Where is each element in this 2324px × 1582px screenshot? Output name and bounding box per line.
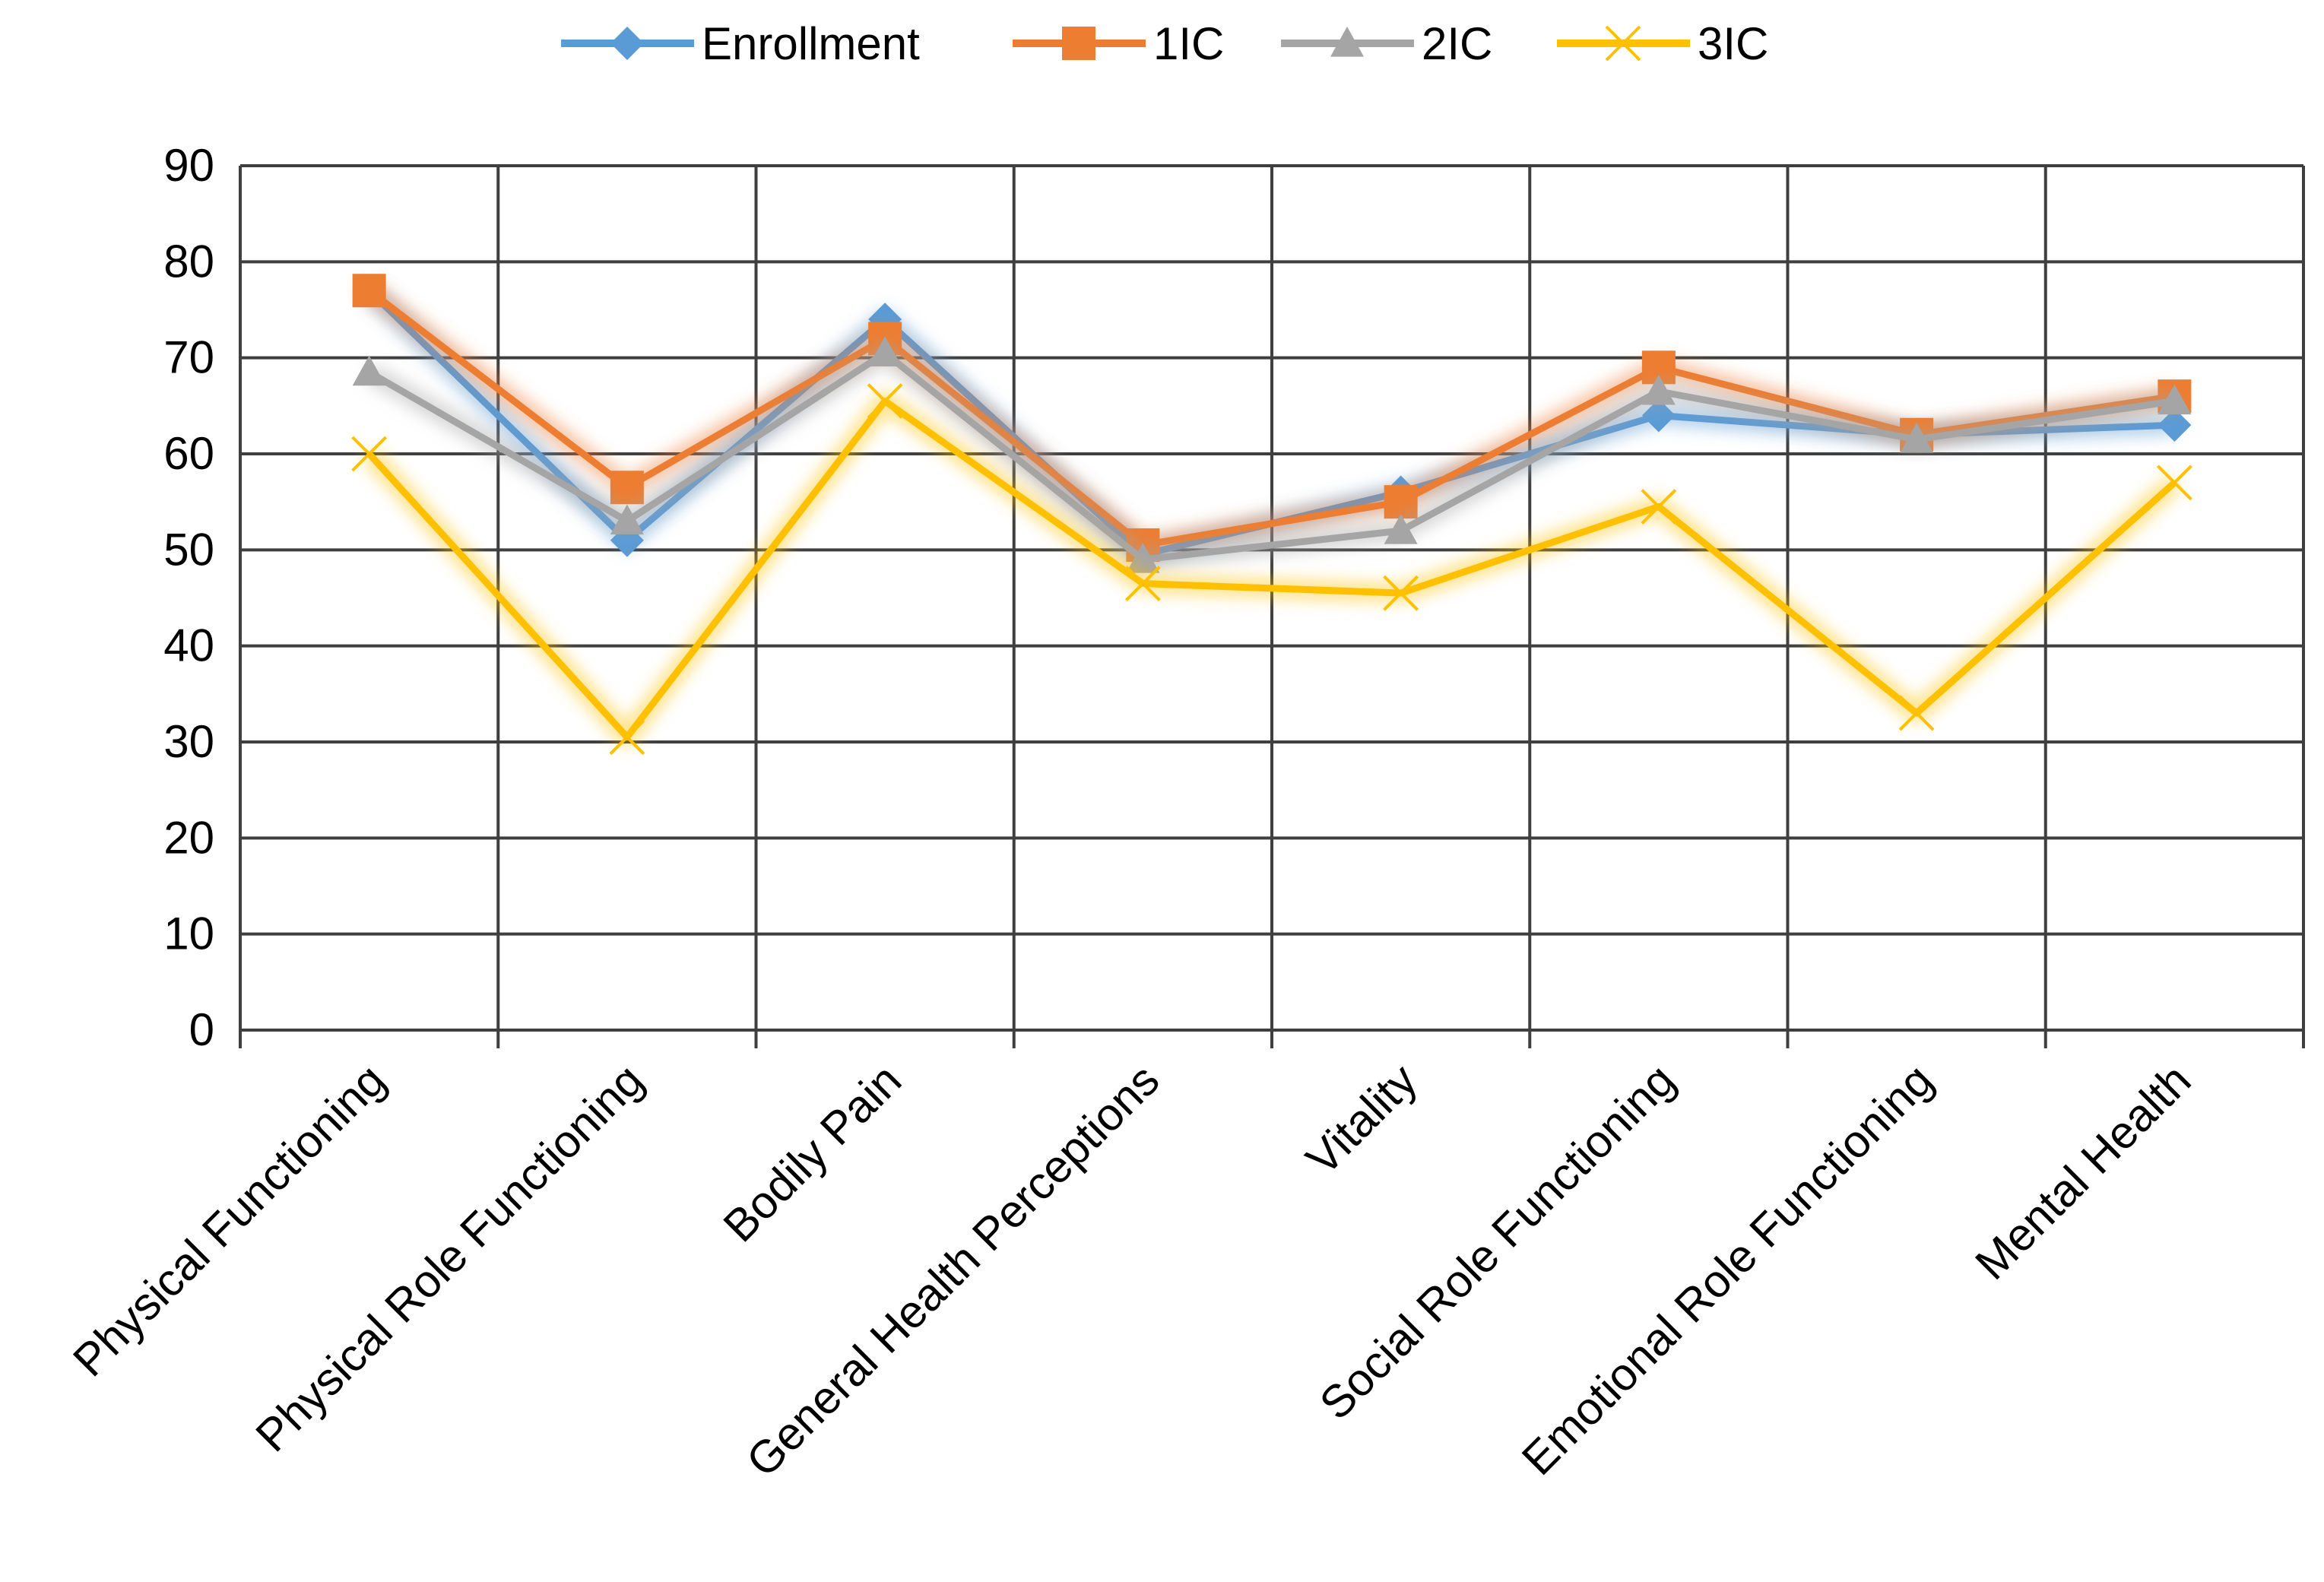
x-category-label: Bodily Pain (714, 1054, 912, 1252)
series-line (366, 398, 2177, 741)
data-point (1898, 695, 1935, 731)
y-tick-label: 0 (189, 1004, 214, 1055)
data-point (1641, 374, 1676, 405)
x-category-label: Mental Health (1965, 1054, 2200, 1289)
series (351, 274, 2192, 756)
data-point (2158, 408, 2192, 442)
data-point (1900, 423, 1934, 453)
data-point (352, 274, 386, 308)
grid (239, 164, 2305, 1048)
legend-item-enrollment: Enrollment (561, 18, 920, 69)
y-tick-label: 90 (163, 140, 214, 191)
y-tick-label: 40 (163, 620, 214, 671)
legend-label: 2IC (1422, 18, 1492, 69)
data-point (2158, 384, 2192, 415)
x-category-label: Emotional Role Functioning (1512, 1054, 1942, 1485)
data-point (1124, 566, 1161, 601)
data-point (1383, 575, 1419, 611)
data-point (2156, 464, 2192, 501)
data-point (609, 719, 645, 756)
legend-label: 3IC (1698, 18, 1768, 69)
legend-marker (1330, 27, 1364, 57)
legend-marker (1062, 27, 1095, 60)
y-tick-label: 80 (163, 236, 214, 287)
y-tick-label: 10 (163, 908, 214, 959)
series-3ic (351, 383, 2192, 756)
y-tick-label: 50 (163, 524, 214, 575)
legend-item-2ic: 2IC (1281, 18, 1492, 69)
y-tick-label: 30 (163, 716, 214, 767)
legend-marker (1605, 25, 1641, 62)
data-point (1126, 542, 1160, 573)
data-point (352, 355, 386, 386)
legend-marker (610, 27, 644, 60)
data-point (351, 436, 388, 472)
legend-item-1ic: 1IC (1013, 18, 1224, 69)
data-point (1641, 489, 1677, 525)
data-point (1384, 485, 1418, 519)
data-point (610, 471, 644, 505)
y-tick-label: 20 (163, 812, 214, 863)
legend-label: 1IC (1153, 18, 1224, 69)
legend-item-3ic: 3IC (1557, 18, 1768, 69)
x-category-label: General Health Perceptions (737, 1054, 1169, 1487)
data-point (867, 383, 903, 419)
legend-label: Enrollment (702, 18, 920, 69)
series-line (367, 349, 2176, 563)
data-point (868, 336, 902, 366)
y-tick-label: 60 (163, 428, 214, 479)
data-point (610, 504, 644, 535)
axes: 0 10 20 30 40 50 60 70 80 90 (163, 140, 214, 1055)
series-2ic (352, 336, 2192, 573)
y-tick-label: 70 (163, 332, 214, 383)
data-point (1384, 514, 1418, 544)
x-category-label: Vitality (1296, 1054, 1427, 1185)
legend: Enrollment 1IC 2IC 3IC (561, 18, 1768, 69)
